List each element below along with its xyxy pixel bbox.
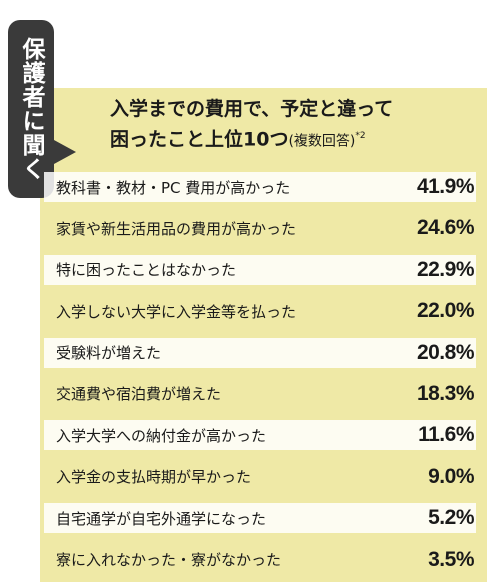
ranking-row: 交通費や宿泊費が増えた 18.3% <box>44 379 476 409</box>
ranking-row: 寮に入れなかった・寮がなかった 3.5% <box>44 545 476 575</box>
title-note: *2 <box>355 131 366 141</box>
row-value: 9.0% <box>428 464 474 488</box>
row-value: 3.5% <box>428 547 474 571</box>
ranking-list: 教科書・教材・PC 費用が高かった 41.9% 家賃や新生活用品の費用が高かった 24… <box>44 172 476 586</box>
row-label: 寮に入れなかった・寮がなかった <box>56 551 282 570</box>
side-label: 保護者に聞く <box>8 20 54 198</box>
row-label: 教科書・教材・PC 費用が高かった <box>56 178 291 197</box>
row-value: 11.6% <box>418 423 474 447</box>
chart-title: 入学までの費用で、予定と違って 困ったこと上位10つ(複数回答)*2 <box>110 96 490 155</box>
row-value: 22.0% <box>416 299 475 323</box>
ranking-row: 受験料が増えた 20.8% <box>44 337 476 368</box>
title-line-1: 入学までの費用で、予定と違って <box>110 98 394 120</box>
row-label: 入学金の支払時期が早かった <box>56 468 252 487</box>
row-label: 特に困ったことはなかった <box>56 261 237 280</box>
ranking-row: 入学金の支払時期が早かった 9.0% <box>44 462 476 492</box>
row-label: 入学しない大学に入学金等を払った <box>56 302 297 321</box>
title-sub: (複数回答) <box>288 133 356 150</box>
row-value: 5.2% <box>428 506 474 530</box>
ranking-row: 家賃や新生活用品の費用が高かった 24.6% <box>44 213 476 243</box>
chart-panel <box>40 88 487 582</box>
row-label: 受験料が増えた <box>56 344 162 363</box>
row-value: 24.6% <box>416 216 475 240</box>
row-value: 41.9% <box>416 175 475 198</box>
row-label: 入学大学への納付金が高かった <box>56 426 267 445</box>
ranking-row: 入学大学への納付金が高かった 11.6% <box>44 420 476 451</box>
row-value: 20.8% <box>416 340 475 364</box>
row-value: 18.3% <box>416 381 475 405</box>
ranking-row: 特に困ったことはなかった 22.9% <box>44 254 476 285</box>
row-label: 交通費や宿泊費が増えた <box>56 385 222 404</box>
row-value: 22.9% <box>416 257 475 281</box>
title-line-2: 困ったこと上位10つ <box>110 128 289 151</box>
title-line-2-wrap: 困ったこと上位10つ(複数回答)*2 <box>110 123 490 155</box>
ranking-row: 入学しない大学に入学金等を払った 22.0% <box>44 296 476 326</box>
row-label: 自宅通学が自宅外通学になった <box>56 509 267 528</box>
side-label-pointer <box>54 140 76 164</box>
ranking-row: 教科書・教材・PC 費用が高かった 41.9% <box>44 172 476 202</box>
ranking-row: 自宅通学が自宅外通学になった 5.2% <box>44 503 476 534</box>
row-label: 家賃や新生活用品の費用が高かった <box>56 219 297 238</box>
